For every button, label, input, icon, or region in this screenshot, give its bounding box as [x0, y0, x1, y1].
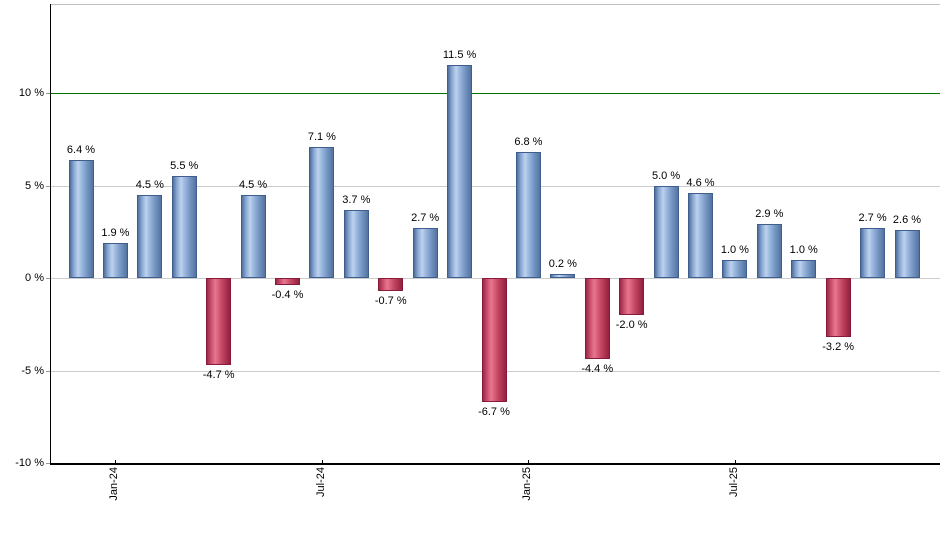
- reference-line-10pct: [50, 93, 940, 94]
- bar-value-label-Dec-25: 2.6 %: [892, 213, 922, 226]
- bar-Apr-24: [206, 278, 232, 365]
- bar-value-label-Dec-24: -6.7 %: [478, 405, 510, 418]
- y-axis-tick-5: [46, 185, 50, 187]
- bar-Dec-25: [894, 229, 920, 278]
- bar-value-label-Aug-24: 3.7 %: [342, 193, 371, 206]
- y-axis-label-10: 10 %: [18, 87, 44, 99]
- bar-value-label-Oct-24: 2.7 %: [411, 212, 440, 225]
- bar-Mar-25: [584, 278, 610, 360]
- x-axis-tick-Jul-25: [734, 460, 736, 465]
- bar-value-label-Aug-25: 2.9 %: [755, 208, 784, 221]
- bar-value-label-Jan-24: 1.9 %: [101, 226, 130, 239]
- bar-value-label-Mar-24: 5.5 %: [170, 160, 199, 173]
- bar-Aug-24: [343, 209, 369, 278]
- bar-Jun-24: [275, 278, 300, 286]
- bar-Jan-25: [515, 152, 541, 278]
- bar-Dec-24: [481, 278, 507, 402]
- y-axis-label--10: -10 %: [15, 457, 44, 469]
- bar-Feb-24: [137, 194, 163, 278]
- gridline-5pct: [50, 185, 940, 187]
- bar-value-label-Nov-25: 2.7 %: [858, 212, 887, 225]
- bar-value-label-Dec-23: 6.4 %: [66, 143, 96, 156]
- y-axis-line: [50, 4, 51, 463]
- bar-Jul-24: [309, 146, 335, 278]
- x-axis-label-Jan-24: Jan-24: [108, 467, 121, 501]
- bar-value-label-Apr-24: -4.7 %: [202, 368, 235, 381]
- bar-value-label-Sep-24: -0.7 %: [374, 294, 407, 307]
- x-axis-line: [50, 463, 940, 465]
- bar-Nov-24: [447, 65, 473, 278]
- bar-value-label-Mar-25: -4.4 %: [581, 363, 614, 376]
- bar-value-label-Jul-24: 7.1 %: [307, 130, 336, 143]
- bar-Oct-25: [825, 278, 851, 338]
- bar-value-label-Feb-24: 4.5 %: [135, 178, 164, 191]
- bar-value-label-Jun-25: 4.6 %: [686, 176, 715, 189]
- plot-top-border: [50, 4, 940, 5]
- bar-May-25: [653, 185, 679, 278]
- bar-value-label-Oct-25: -3.2 %: [822, 341, 855, 354]
- bar-value-label-Sep-25: 1.0 %: [789, 243, 818, 256]
- bar-value-label-Nov-24: 11.5 %: [442, 49, 477, 62]
- bar-Feb-25: [550, 274, 576, 278]
- y-axis-tick--5: [46, 370, 50, 372]
- bar-Oct-24: [412, 228, 438, 278]
- bar-value-label-May-24: 4.5 %: [239, 178, 268, 191]
- bar-Jun-25: [688, 192, 713, 278]
- x-axis-tick-Jan-24: [115, 460, 117, 465]
- y-axis-tick-10: [46, 93, 50, 94]
- y-axis-label-5: 5 %: [25, 179, 44, 192]
- bar-Dec-23: [68, 159, 94, 278]
- bar-value-label-Jan-25: 6.8 %: [514, 136, 543, 149]
- x-axis-tick-Jan-25: [528, 460, 530, 465]
- bar-Apr-25: [619, 278, 645, 315]
- bar-Sep-24: [378, 278, 404, 291]
- y-axis-tick-0: [46, 278, 50, 279]
- bar-value-label-Apr-25: -2.0 %: [615, 319, 648, 331]
- bar-Jan-24: [102, 242, 128, 278]
- y-axis-label-0: 0 %: [25, 272, 44, 284]
- x-axis-label-Jul-25: Jul-25: [727, 467, 740, 497]
- bar-value-label-May-25: 5.0 %: [652, 169, 681, 182]
- x-axis-tick-Jul-24: [321, 460, 323, 465]
- bar-value-label-Feb-25: 0.2 %: [548, 258, 577, 271]
- bar-Aug-25: [756, 224, 782, 278]
- x-axis-label-Jan-25: Jan-25: [521, 467, 534, 501]
- x-axis-label-Jul-24: Jul-24: [314, 467, 327, 497]
- bar-Sep-25: [791, 259, 817, 278]
- y-axis-tick--10: [46, 463, 50, 464]
- bar-Mar-24: [171, 176, 197, 278]
- bar-value-label-Jul-25: 1.0 %: [720, 243, 749, 256]
- bar-value-label-Jun-24: -0.4 %: [271, 289, 304, 302]
- bar-May-24: [240, 194, 266, 278]
- y-axis-label--5: -5 %: [21, 364, 44, 377]
- bar-Nov-25: [860, 228, 886, 278]
- bar-Jul-25: [722, 259, 748, 278]
